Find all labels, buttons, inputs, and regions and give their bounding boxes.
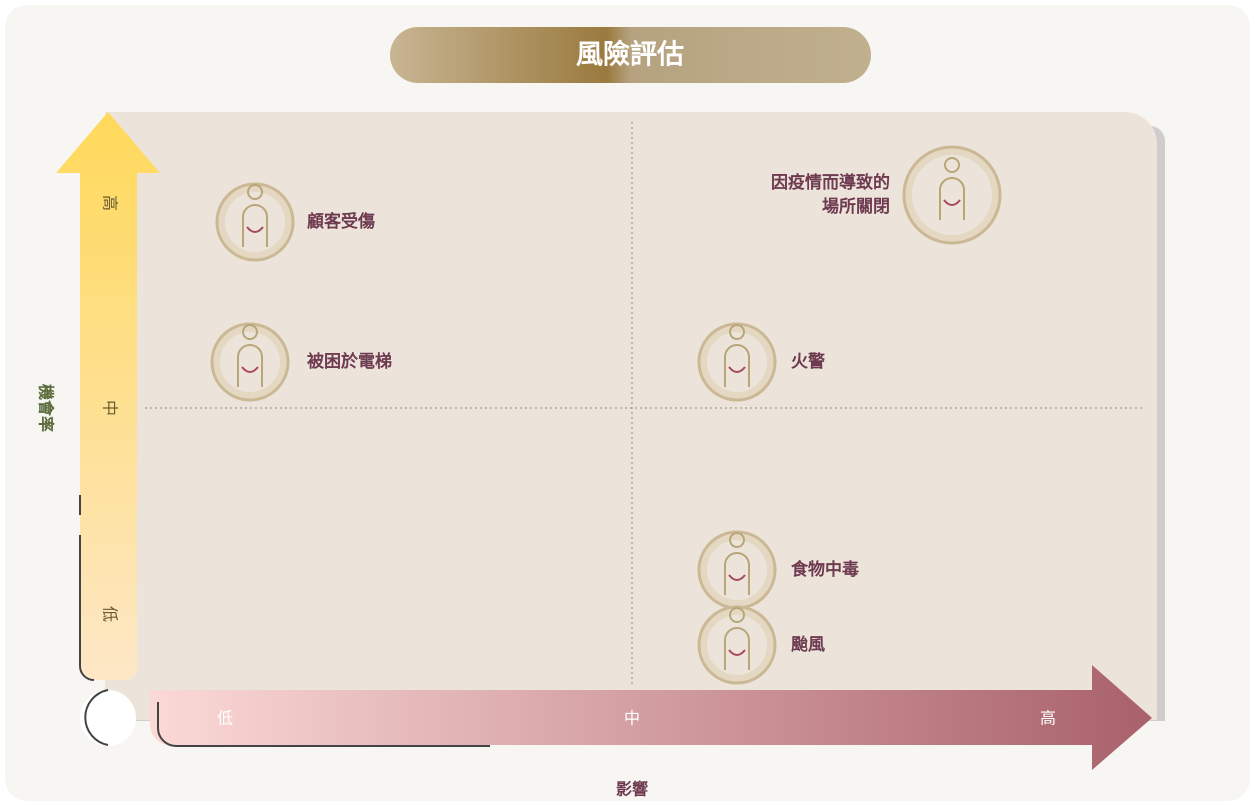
icon bbox=[724, 324, 750, 387]
risk-item: 食物中毒 bbox=[697, 530, 859, 610]
icon-accent bbox=[241, 366, 259, 373]
title: 風險評估 bbox=[576, 39, 684, 71]
item-label: 顧客受傷 bbox=[307, 211, 375, 232]
x-arrow bbox=[150, 665, 1152, 770]
y-arrow bbox=[56, 112, 160, 680]
x-tick-label: 中 bbox=[624, 709, 640, 728]
y-tick-label: 高 bbox=[101, 195, 120, 211]
icon bbox=[939, 157, 965, 220]
x-arrow-edge bbox=[157, 702, 490, 747]
item-label: 被困於電梯 bbox=[307, 351, 392, 372]
x-axis-label: 影響 bbox=[616, 780, 648, 799]
icon-inner bbox=[707, 615, 767, 675]
icon-inner bbox=[912, 155, 992, 235]
risk-item: 被困於電梯 bbox=[210, 322, 392, 402]
title-pill bbox=[390, 27, 871, 83]
y-axis-label: 機會率 bbox=[37, 384, 56, 432]
icon bbox=[724, 532, 750, 595]
icon bbox=[237, 324, 263, 387]
corner-circle bbox=[80, 690, 136, 746]
icon-inner bbox=[707, 332, 767, 392]
item-label: 因疫情而導致的 bbox=[771, 172, 890, 193]
item-label: 食物中毒 bbox=[791, 559, 859, 580]
icon-accent bbox=[728, 649, 746, 656]
panel bbox=[105, 112, 1157, 720]
x-tick-label: 低 bbox=[217, 709, 233, 728]
icon-inner bbox=[707, 540, 767, 600]
y-arrow-edge bbox=[79, 495, 95, 681]
icon bbox=[242, 184, 268, 247]
icon-inner bbox=[220, 332, 280, 392]
icon bbox=[724, 607, 750, 670]
y-tick-label: 低 bbox=[101, 606, 120, 622]
icon-accent bbox=[728, 366, 746, 373]
risk-item: 顧客受傷 bbox=[215, 182, 375, 262]
icon-accent bbox=[728, 574, 746, 581]
item-label: 場所關閉 bbox=[822, 197, 890, 217]
risk-item: 火警 bbox=[697, 322, 825, 402]
x-tick-label: 高 bbox=[1040, 709, 1056, 728]
risk-item: 颱風 bbox=[697, 605, 825, 685]
item-label: 火警 bbox=[791, 351, 825, 372]
y-tick-label: 中 bbox=[101, 400, 120, 416]
corner-edge bbox=[84, 689, 109, 746]
icon-accent bbox=[943, 199, 961, 206]
icon-accent bbox=[246, 226, 264, 233]
item-label: 颱風 bbox=[791, 635, 825, 655]
icon-inner bbox=[225, 192, 285, 252]
